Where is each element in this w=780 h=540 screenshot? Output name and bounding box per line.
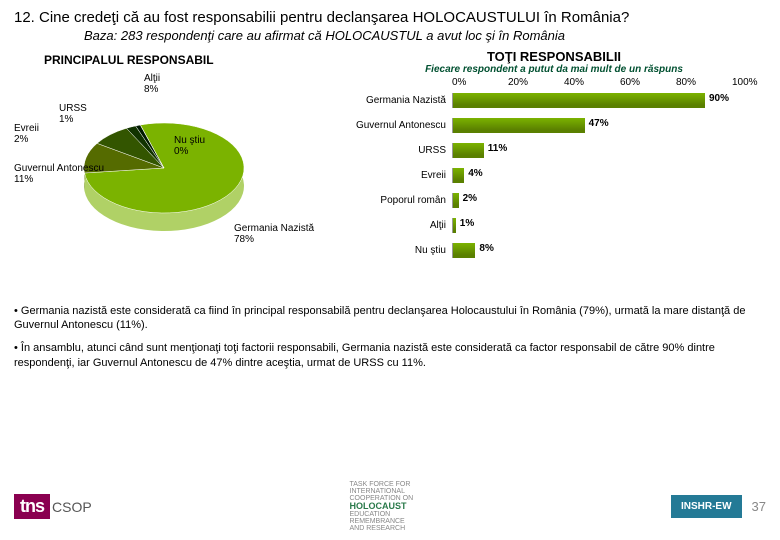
- bar-label: Alţii: [352, 220, 452, 231]
- bar-title: TOŢI RESPONSABILII: [344, 49, 764, 64]
- bar-track: 2%: [452, 193, 742, 208]
- pie-panel: PRINCIPALUL RESPONSABIL Germania Nazistă…: [14, 49, 344, 264]
- inshr-badge: INSHR-EW: [671, 495, 742, 518]
- bar-label: Evreii: [352, 170, 452, 181]
- axis-tick: 40%: [564, 77, 620, 88]
- bar-axis: 0%20%40%60%80%100%: [452, 77, 764, 88]
- charts-area: PRINCIPALUL RESPONSABIL Germania Nazistă…: [14, 49, 766, 264]
- axis-tick: 0%: [452, 77, 508, 88]
- bar-fill: [453, 93, 705, 108]
- bar-label: Poporul român: [352, 195, 452, 206]
- bar-row: Evreii 4%: [352, 164, 764, 188]
- bar-label: URSS: [352, 145, 452, 156]
- bar-track: 8%: [452, 243, 742, 258]
- bar-panel: TOŢI RESPONSABILII Fiecare respondent a …: [344, 49, 764, 264]
- bar-fill: [453, 143, 484, 158]
- bar-value: 90%: [709, 93, 729, 104]
- bar-track: 47%: [452, 118, 742, 133]
- bar-row: URSS 11%: [352, 139, 764, 163]
- bar-label: Nu ştiu: [352, 245, 452, 256]
- bar-value: 2%: [463, 193, 477, 204]
- bar-list: Germania Nazistă 90% Guvernul Antonescu 47%…: [352, 89, 764, 263]
- bar-value: 8%: [479, 243, 493, 254]
- bar-label: Germania Nazistă: [352, 95, 452, 106]
- pie-label: Alţii8%: [144, 73, 160, 95]
- bar-fill: [453, 218, 456, 233]
- bar-row: Germania Nazistă 90%: [352, 89, 764, 113]
- pie-title: PRINCIPALUL RESPONSABIL: [44, 53, 344, 67]
- pie-label: Nu ştiu0%: [174, 135, 205, 157]
- bullet-item: • În ansamblu, atunci când sunt menţiona…: [14, 341, 766, 371]
- bar-row: Alţii 1%: [352, 214, 764, 238]
- bar-track: 90%: [452, 93, 742, 108]
- csop-text: CSOP: [52, 499, 92, 515]
- bar-fill: [453, 168, 464, 183]
- bar-value: 47%: [589, 118, 609, 129]
- bar-track: 4%: [452, 168, 742, 183]
- holocaust-logo: TASK FORCE FORINTERNATIONALCOOPERATION O…: [350, 481, 414, 532]
- bar-value: 11%: [488, 143, 507, 154]
- pie-chart: Germania Nazistă78% Guvernul Antonescu11%…: [14, 73, 324, 253]
- bar-label: Guvernul Antonescu: [352, 120, 452, 131]
- axis-tick: 60%: [620, 77, 676, 88]
- bar-fill: [453, 118, 585, 133]
- bar-fill: [453, 243, 475, 258]
- bar-track: 11%: [452, 143, 742, 158]
- axis-tick: 100%: [732, 77, 758, 88]
- bar-subtitle: Fiecare respondent a putut da mai mult d…: [344, 64, 764, 75]
- page-number: 37: [752, 499, 766, 514]
- bar-fill: [453, 193, 459, 208]
- bar-track: 1%: [452, 218, 742, 233]
- pie-label: Guvernul Antonescu11%: [14, 163, 104, 185]
- bar-row: Guvernul Antonescu 47%: [352, 114, 764, 138]
- axis-tick: 80%: [676, 77, 732, 88]
- bar-row: Nu ştiu 8%: [352, 239, 764, 263]
- pie-label: Germania Nazistă78%: [234, 223, 314, 245]
- tns-logo: tns CSOP: [14, 494, 92, 519]
- bar-value: 4%: [468, 168, 482, 179]
- footer: tns CSOP TASK FORCE FORINTERNATIONALCOOP…: [0, 481, 780, 532]
- bullet-notes: • Germania nazistă este considerată ca f…: [14, 304, 766, 371]
- bar-row: Poporul român 2%: [352, 189, 764, 213]
- bullet-item: • Germania nazistă este considerată ca f…: [14, 304, 766, 334]
- question-text: 12. Cine credeţi că au fost responsabili…: [14, 8, 766, 28]
- base-text: Baza: 283 respondenţi care au afirmat că…: [84, 28, 766, 43]
- pie-label: Evreii2%: [14, 123, 39, 145]
- axis-tick: 20%: [508, 77, 564, 88]
- bar-value: 1%: [460, 218, 474, 229]
- tns-box: tns: [14, 494, 50, 519]
- pie-label: URSS1%: [59, 103, 87, 125]
